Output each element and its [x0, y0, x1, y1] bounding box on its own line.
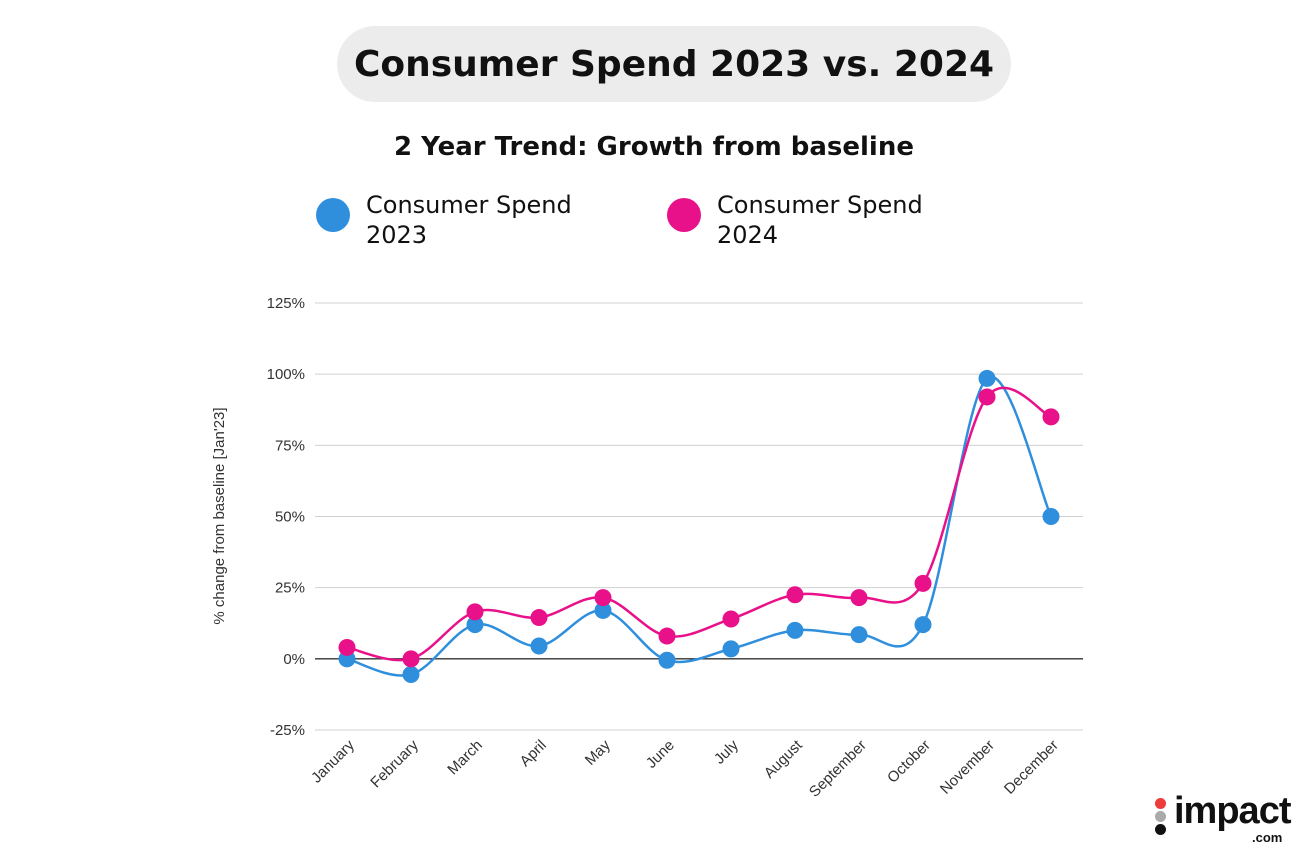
- y-tick-label: -25%: [270, 722, 305, 739]
- data-point-2023: [786, 621, 804, 639]
- x-tick-label: December: [1001, 737, 1062, 798]
- data-point-2024: [786, 586, 804, 604]
- series-line-2024: [346, 386, 1052, 662]
- data-point-2023: [978, 369, 996, 387]
- data-point-2023: [530, 637, 548, 655]
- logo-text: impact: [1174, 790, 1291, 832]
- y-tick-label: 50%: [275, 509, 305, 526]
- data-point-2023: [850, 626, 868, 644]
- chart-title: 2 Year Trend: Growth from baseline: [394, 132, 914, 162]
- y-tick-label: 100%: [267, 366, 305, 383]
- legend-marker-2024: [667, 198, 701, 232]
- x-tick-label: June: [643, 737, 678, 772]
- data-point-2023: [914, 616, 932, 634]
- data-point-2023: [722, 640, 740, 658]
- data-point-2023: [658, 651, 676, 669]
- x-tick-label: September: [806, 737, 870, 801]
- x-tick-label: March: [444, 737, 485, 778]
- legend-label: Consumer Spend 2023: [366, 191, 572, 249]
- data-point-2023: [402, 665, 420, 683]
- data-point-2024: [1042, 408, 1060, 426]
- legend-item-2023: Consumer Spend 2023: [316, 190, 596, 250]
- x-tick-label: October: [884, 737, 934, 787]
- data-point-2024: [978, 388, 996, 406]
- data-point-2024: [338, 638, 356, 656]
- data-point-2023: [1042, 508, 1060, 525]
- x-tick-label: January: [308, 736, 358, 786]
- legend-label: Consumer Spend 2024: [717, 191, 923, 249]
- legend-marker-2023: [316, 198, 350, 232]
- data-point-2024: [722, 610, 740, 628]
- data-point-2024: [914, 574, 932, 592]
- logo-suffix: .com: [1252, 830, 1283, 845]
- y-tick-label: 0%: [283, 651, 305, 668]
- data-point-2024: [466, 603, 484, 621]
- impact-logo: impact .com: [1152, 790, 1292, 846]
- data-point-2024: [850, 589, 868, 607]
- y-tick-label: 75%: [275, 437, 305, 454]
- y-axis-label: % change from baseline [Jan'23]: [211, 407, 228, 624]
- data-point-2024: [594, 589, 612, 607]
- data-point-2023: [466, 616, 484, 634]
- legend-item-2024: Consumer Spend 2024: [667, 190, 947, 250]
- x-tick-label: August: [761, 736, 807, 782]
- page-title: Consumer Spend 2023 vs. 2024: [337, 26, 1011, 102]
- x-tick-label: April: [517, 737, 550, 770]
- x-tick-label: May: [582, 736, 614, 768]
- x-tick-label: November: [937, 737, 998, 798]
- x-tick-label: February: [367, 736, 422, 791]
- y-tick-label: 125%: [267, 295, 305, 312]
- x-tick-label: July: [711, 736, 742, 767]
- data-point-2024: [402, 650, 420, 668]
- data-point-2023: [594, 601, 612, 619]
- y-tick-label: 25%: [275, 580, 305, 597]
- data-point-2024: [658, 627, 676, 645]
- data-point-2024: [530, 609, 548, 627]
